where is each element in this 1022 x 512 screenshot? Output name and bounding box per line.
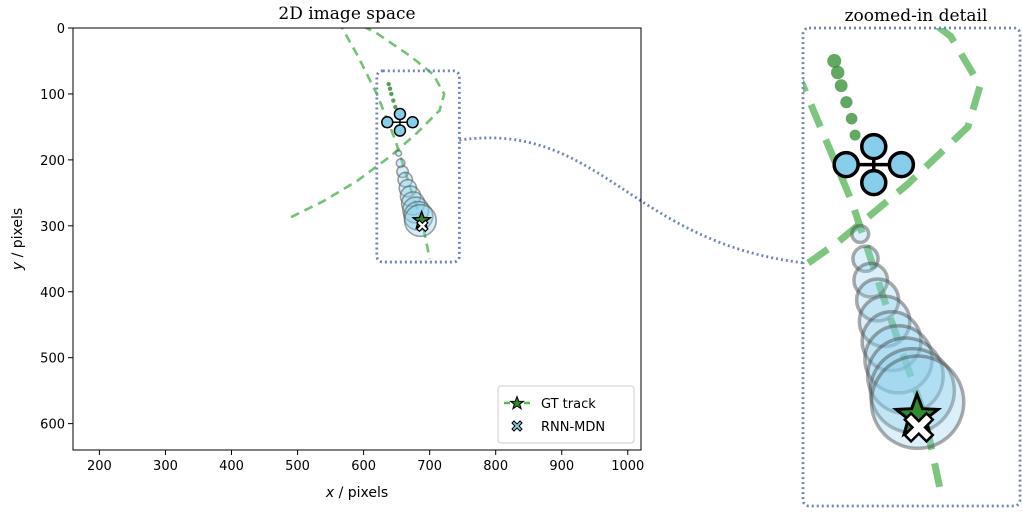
zoom-prediction-circle xyxy=(863,323,934,395)
zoom-observed-point xyxy=(840,96,853,109)
zoom-prediction-circle xyxy=(852,261,890,299)
zoom-clip xyxy=(803,28,984,499)
observed-point xyxy=(391,98,396,103)
y-tick-label: 0 xyxy=(57,22,65,37)
x-tick-label: 600 xyxy=(351,459,376,474)
zoom-panel-frame xyxy=(801,26,1022,508)
drone-rotor xyxy=(381,116,394,129)
zoom-prediction-endpoint-x xyxy=(903,411,935,444)
legend: GT track RNN-MDN xyxy=(497,385,635,444)
x-tick-label: 1000 xyxy=(611,459,644,474)
drone-marker xyxy=(381,107,419,137)
drone-rotor xyxy=(860,132,888,161)
zoom-observed-point xyxy=(845,112,858,125)
drone-rotor xyxy=(393,124,407,137)
x-axis-label: x / pixels xyxy=(325,485,388,501)
y-axis-label: y / pixels xyxy=(10,208,26,271)
zoom-connector xyxy=(459,136,804,265)
observed-point xyxy=(386,81,391,87)
zoom-panel-title: zoomed-in detail xyxy=(845,6,988,26)
y-tick-label: 200 xyxy=(40,154,65,169)
zoom-prediction-circle xyxy=(854,277,901,323)
drone-rotor xyxy=(832,150,860,179)
x-tick-label: 500 xyxy=(285,459,310,474)
drone-rotor xyxy=(406,116,419,129)
x-tick-label: 800 xyxy=(483,459,508,474)
zoom-prediction-circle xyxy=(851,244,880,274)
y-tick-label: 400 xyxy=(40,286,65,301)
legend-box xyxy=(497,385,635,444)
x-tick-label: 700 xyxy=(417,459,442,474)
legend-rnn-label: RNN-MDN xyxy=(541,420,605,435)
plot-frame xyxy=(72,27,642,451)
chart-title: 2D image space xyxy=(278,4,415,24)
gt-track-line xyxy=(290,28,446,219)
plot-clip xyxy=(290,28,446,260)
legend-rnn-marker xyxy=(511,420,523,432)
legend-gt-label: GT track xyxy=(541,397,596,412)
legend-gt-star xyxy=(509,395,525,411)
y-tick-label: 300 xyxy=(40,220,65,235)
zoom-prediction-circle xyxy=(860,310,923,373)
y-tick-label: 100 xyxy=(40,88,65,103)
zoom-gt-track-line xyxy=(803,28,984,398)
zoom-prediction-circle xyxy=(857,294,912,349)
zoom-drone-marker xyxy=(832,132,916,197)
zoom-box xyxy=(375,69,461,264)
drone-rotor xyxy=(860,168,888,197)
zoom-observed-point xyxy=(834,79,848,93)
prediction-circle xyxy=(394,149,403,157)
zoom-panel xyxy=(801,26,1022,508)
observed-point xyxy=(387,86,393,91)
x-tick-label: 200 xyxy=(87,459,112,474)
axes: 200 300 400 500 600 700 800 900 1000 0 100 200 300 40… xyxy=(40,22,644,474)
zoom-prediction-circle xyxy=(850,223,871,245)
zoom-observed-point xyxy=(831,65,845,80)
prediction-endpoint-x xyxy=(416,219,429,233)
x-tick-label: 300 xyxy=(153,459,178,474)
y-tick-label: 600 xyxy=(40,418,65,433)
zoom-observed-point xyxy=(849,129,861,141)
drone-rotor xyxy=(393,107,407,121)
zoom-observed-point xyxy=(827,53,842,68)
x-tick-label: 900 xyxy=(549,459,574,474)
drone-rotor xyxy=(887,150,916,179)
gt-track-line xyxy=(340,28,431,260)
plot-area xyxy=(290,28,804,265)
x-tick-label: 400 xyxy=(219,459,244,474)
y-tick-label: 500 xyxy=(40,352,65,367)
observed-point xyxy=(389,91,394,97)
observed-point xyxy=(393,104,398,110)
